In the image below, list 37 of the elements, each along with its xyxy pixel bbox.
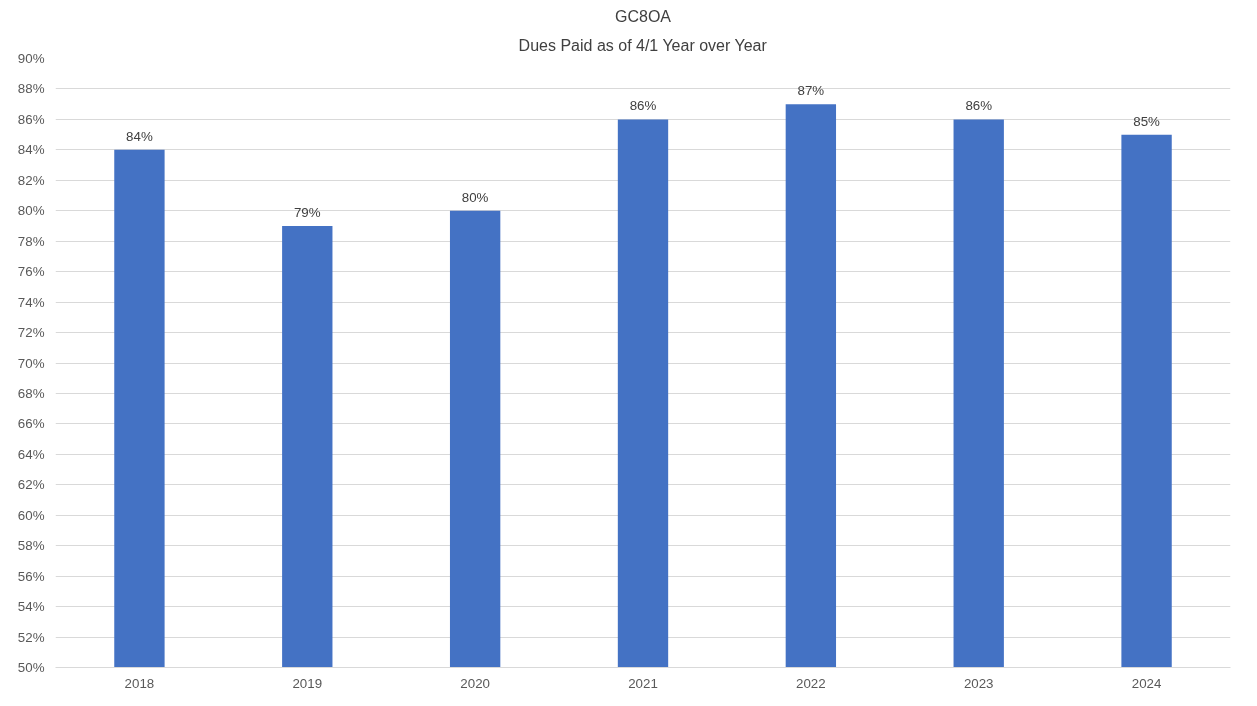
y-tick-label: 84% — [17, 142, 45, 158]
data-label: 84% — [126, 128, 153, 144]
data-label: 85% — [1133, 113, 1161, 129]
y-tick-label: 72% — [17, 325, 45, 341]
y-tick-label: 50% — [17, 660, 45, 675]
x-tick-label: 2024 — [1131, 675, 1162, 691]
y-tick-label: 54% — [17, 599, 45, 615]
data-label: 87% — [797, 83, 825, 99]
y-tick-label: 52% — [17, 629, 45, 645]
y-tick-label: 58% — [17, 538, 45, 554]
y-tick-label: 78% — [17, 233, 45, 249]
data-label: 80% — [461, 189, 489, 205]
data-label: 79% — [293, 204, 321, 220]
y-tick-label: 60% — [17, 507, 45, 523]
chart-subtitle: Dues Paid as of 4/1 Year over Year — [518, 36, 768, 54]
x-tick-label: 2018 — [124, 675, 155, 691]
chart-title: GC8OA — [614, 7, 672, 25]
y-tick-label: 56% — [17, 568, 45, 584]
y-tick-label: 68% — [17, 385, 45, 401]
y-tick-label: 86% — [17, 111, 45, 127]
data-label: 86% — [629, 98, 657, 114]
y-tick-label: 80% — [17, 203, 45, 219]
y-tick-label: 74% — [17, 294, 45, 310]
y-tick-label: 82% — [17, 172, 45, 188]
x-tick-label: 2020 — [460, 675, 490, 691]
y-tick-label: 64% — [17, 446, 45, 462]
x-tick-label: 2021 — [628, 675, 658, 691]
x-tick-label: 2022 — [796, 675, 826, 691]
y-tick-label: 70% — [17, 355, 45, 371]
y-tick-label: 66% — [17, 416, 45, 432]
data-label: 86% — [965, 98, 993, 114]
y-tick-label: 76% — [17, 264, 45, 280]
y-tick-label: 90% — [17, 51, 45, 66]
x-tick-label: 2023 — [963, 675, 994, 691]
y-tick-label: 62% — [17, 477, 45, 493]
y-tick-label: 88% — [17, 81, 45, 97]
x-tick-label: 2019 — [292, 675, 323, 691]
